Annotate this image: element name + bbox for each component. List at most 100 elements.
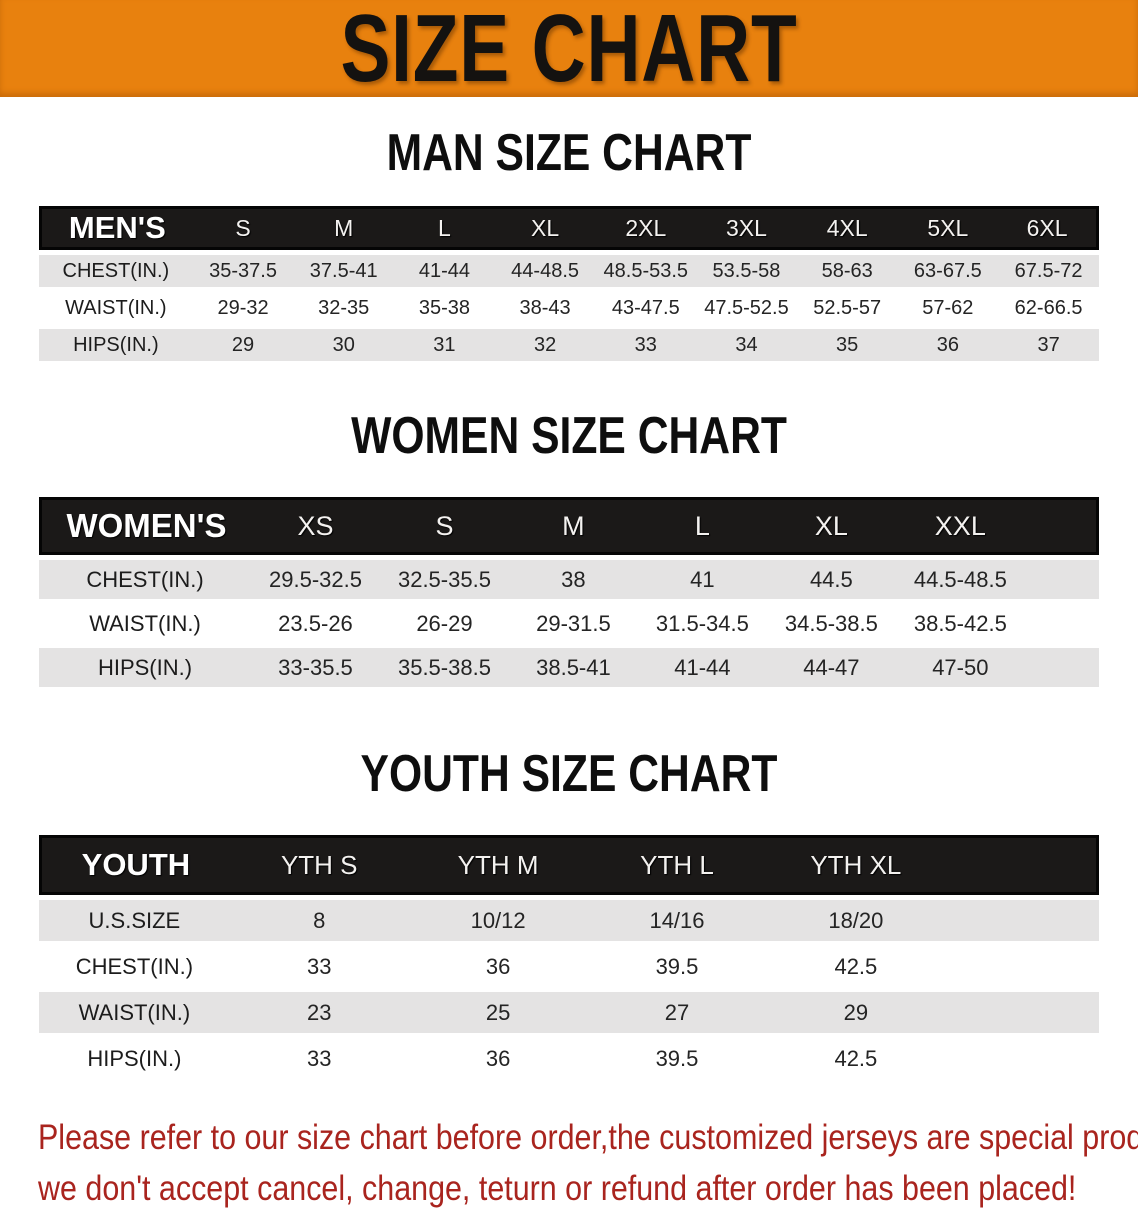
- size-value: 35: [796, 329, 898, 361]
- men-section-title: MAN SIZE CHART: [386, 124, 752, 182]
- size-value: 32.5-35.5: [379, 560, 509, 599]
- size-chart-banner: SIZE CHART: [0, 0, 1138, 97]
- size-value: 26-29: [416, 610, 473, 636]
- size-value: 36: [485, 1045, 511, 1071]
- size-value: 39.5: [655, 953, 699, 979]
- size-value: 14/16: [587, 900, 767, 941]
- size-value: 52.5-57: [813, 296, 882, 319]
- size-value: 37.5-41: [293, 255, 395, 287]
- row-label: CHEST(IN.): [39, 255, 193, 287]
- size-value: 32-35: [318, 296, 370, 319]
- table-row: HIPS(IN.) 33 36 39.5 42.5: [39, 1038, 1099, 1079]
- size-column-header: 4XL: [796, 206, 898, 250]
- banner-title: SIZE CHART: [340, 0, 798, 102]
- size-column-header: M: [293, 206, 395, 250]
- size-value: 31.5-34.5: [655, 610, 749, 636]
- youth-size-section: YOUTH SIZE CHART YOUTH YTH S YTH M YTH L YTH…: [0, 748, 1138, 1084]
- table-header-row: MEN'S S M L XL 2XL 3XL 4XL 5XL 6XL: [39, 206, 1099, 250]
- size-value: 48.5-53.5: [595, 255, 697, 287]
- size-column-header: 6XL: [998, 206, 1099, 250]
- size-column-header: XS: [251, 497, 380, 555]
- size-value: 36: [897, 329, 999, 361]
- size-value: 41-44: [394, 255, 495, 287]
- header-filler-cell: [945, 835, 1099, 895]
- size-column-header: S: [379, 497, 509, 555]
- table-row: HIPS(IN.) 29 30 31 32 33 34 35 36 37: [39, 329, 1099, 361]
- size-value: 63-67.5: [897, 255, 999, 287]
- row-label: HIPS(IN.): [39, 648, 251, 687]
- size-column-header: XL: [766, 497, 896, 555]
- size-value: 30: [293, 329, 395, 361]
- size-value: 33: [595, 329, 697, 361]
- size-value: 31: [394, 329, 495, 361]
- size-column-header: YTH M: [408, 835, 588, 895]
- size-value: 44.5: [766, 560, 896, 599]
- size-value: 57-62: [922, 296, 974, 319]
- table-header-row: WOMEN'S XS S M L XL XXL: [39, 497, 1099, 555]
- size-value: 67.5-72: [998, 255, 1099, 287]
- size-value: 38-43: [519, 296, 571, 319]
- table-row: WAIST(IN.) 23 25 27 29: [39, 992, 1099, 1033]
- row-label: CHEST(IN.): [75, 953, 194, 979]
- size-value: 8: [229, 900, 409, 941]
- women-size-section: WOMEN SIZE CHART WOMEN'S XS S M L XL XXL CHEST(…: [0, 410, 1138, 692]
- filler-cell: [945, 992, 1099, 1033]
- size-value: 27: [587, 992, 767, 1033]
- table-header-label: MEN'S: [39, 206, 193, 250]
- size-value: 32: [494, 329, 596, 361]
- size-value: 33: [306, 953, 332, 979]
- size-column-header: YTH XL: [766, 835, 946, 895]
- size-column-header: XXL: [895, 497, 1025, 555]
- size-column-header: YTH L: [587, 835, 767, 895]
- disclaimer-line-2: we don't accept cancel, change, teturn o…: [38, 1169, 1077, 1208]
- row-label: HIPS(IN.): [39, 329, 193, 361]
- filler-cell: [945, 900, 1099, 941]
- size-value: 43-47.5: [611, 296, 680, 319]
- size-value: 42.5: [834, 1045, 878, 1071]
- table-row: U.S.SIZE 8 10/12 14/16 18/20: [39, 900, 1099, 941]
- size-value: 29.5-32.5: [251, 560, 380, 599]
- size-value: 29-31.5: [536, 610, 611, 636]
- youth-size-table: YOUTH YTH S YTH M YTH L YTH XL U.S.SIZE 8 10/12…: [39, 830, 1099, 1084]
- size-column-header: 5XL: [897, 206, 999, 250]
- table-row: CHEST(IN.) 29.5-32.5 32.5-35.5 38 41 44.5 44.5…: [39, 560, 1099, 599]
- filler-cell: [945, 946, 1099, 987]
- size-value: 34.5-38.5: [784, 610, 878, 636]
- youth-section-title: YOUTH SIZE CHART: [360, 745, 778, 803]
- table-row: WAIST(IN.) 23.5-26 26-29 29-31.5 31.5-34.5 34…: [39, 604, 1099, 643]
- filler-cell: [945, 1038, 1099, 1079]
- table-row: WAIST(IN.) 29-32 32-35 35-38 38-43 43-47.5 47.…: [39, 292, 1099, 324]
- table-header-label: YOUTH: [39, 835, 230, 895]
- size-value: 23.5-26: [278, 610, 353, 636]
- disclaimer-line-1: Please refer to our size chart before or…: [38, 1118, 1138, 1157]
- table-row: CHEST(IN.) 33 36 39.5 42.5: [39, 946, 1099, 987]
- size-value: 35.5-38.5: [379, 648, 509, 687]
- size-value: 44-48.5: [494, 255, 596, 287]
- size-value: 38: [508, 560, 638, 599]
- size-column-header: 3XL: [696, 206, 797, 250]
- size-column-header: 2XL: [595, 206, 697, 250]
- size-value: 35-38: [418, 296, 470, 319]
- order-disclaimer: Please refer to our size chart before or…: [38, 1112, 1138, 1214]
- size-value: 35-37.5: [192, 255, 294, 287]
- size-value: 36: [485, 953, 511, 979]
- men-size-table: MEN'S S M L XL 2XL 3XL 4XL 5XL 6XL CHEST(IN.) 35-37…: [39, 201, 1099, 366]
- size-value: 33-35.5: [251, 648, 380, 687]
- size-value: 10/12: [408, 900, 588, 941]
- size-value: 47.5-52.5: [704, 296, 789, 319]
- women-section-title: WOMEN SIZE CHART: [351, 407, 787, 465]
- filler-cell: [1024, 648, 1099, 687]
- size-column-header: L: [394, 206, 495, 250]
- size-value: 25: [408, 992, 588, 1033]
- size-column-header: L: [637, 497, 767, 555]
- size-value: 38.5-41: [508, 648, 638, 687]
- filler-cell: [1025, 604, 1099, 643]
- header-filler-cell: [1024, 497, 1099, 555]
- row-label: WAIST(IN.): [89, 610, 201, 636]
- table-row: CHEST(IN.) 35-37.5 37.5-41 41-44 44-48.5 48.5…: [39, 255, 1099, 287]
- size-value: 58-63: [796, 255, 898, 287]
- men-size-section: MAN SIZE CHART MEN'S S M L XL 2XL 3XL 4XL 5XL 6XL…: [0, 127, 1138, 366]
- size-value: 39.5: [655, 1045, 699, 1071]
- size-value: 23: [229, 992, 409, 1033]
- size-value: 44-47: [766, 648, 896, 687]
